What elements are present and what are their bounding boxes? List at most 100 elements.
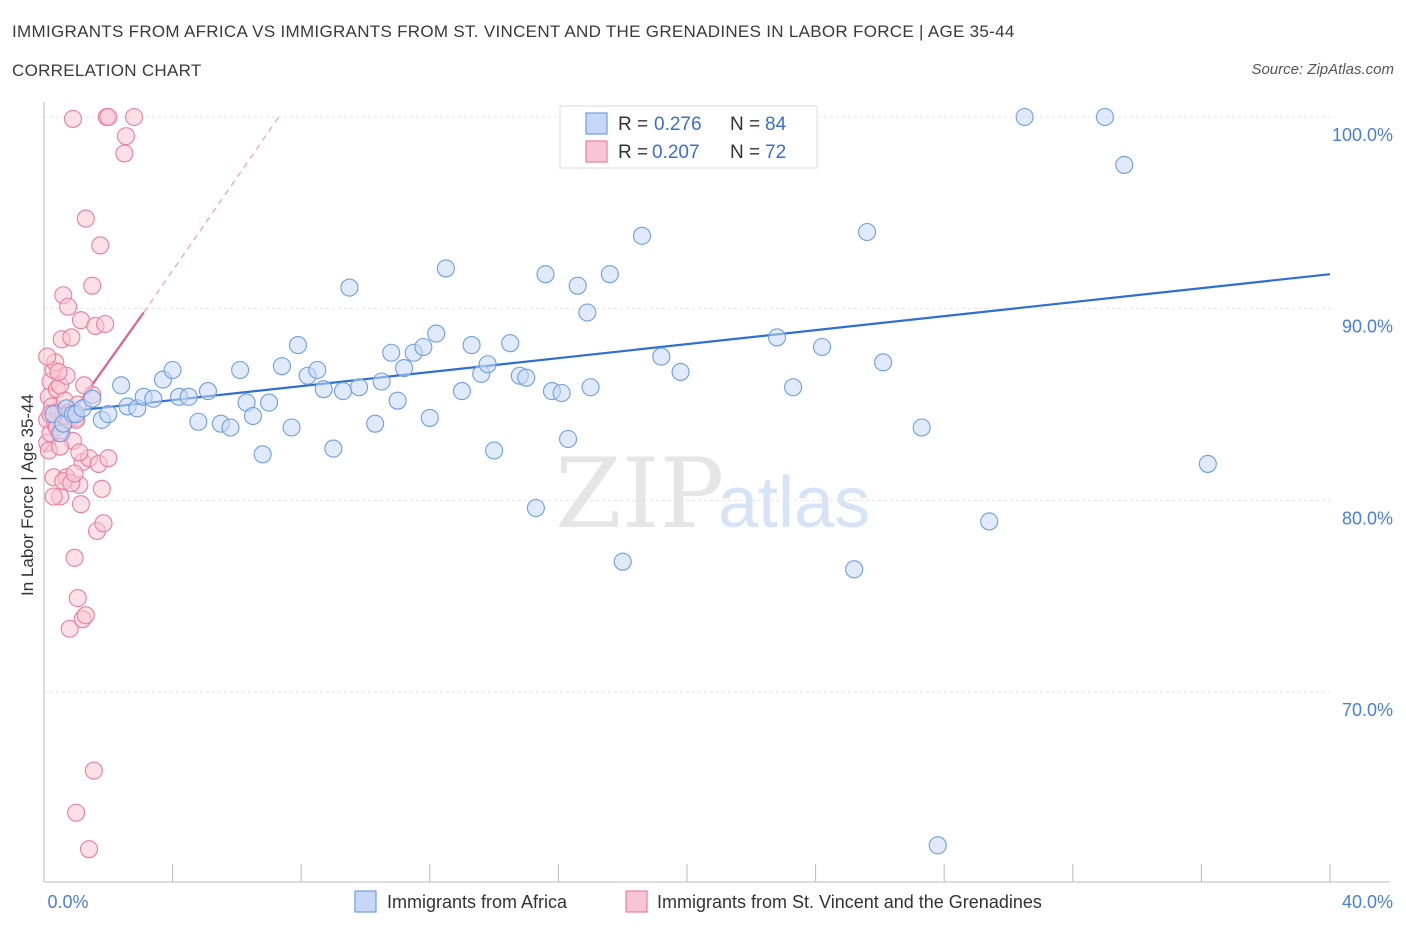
axes: [43, 102, 1390, 883]
point-africa-36: [340, 278, 359, 297]
point-africa-16: [163, 360, 182, 380]
source-label: Source: ZipAtlas.com: [1251, 61, 1394, 78]
point-africa-27: [259, 393, 279, 412]
point-africa-51: [478, 355, 497, 374]
stats-swatch-svg: [585, 140, 608, 163]
point-africa-33: [314, 380, 333, 399]
point-svg-53: [115, 144, 134, 163]
legend-swatch-africa: [354, 890, 377, 913]
stats-n-label-africa: N =: [730, 114, 760, 135]
point-africa-75: [812, 337, 832, 357]
point-svg-41: [83, 276, 102, 295]
point-africa-35: [333, 382, 353, 401]
point-africa-80: [928, 836, 947, 855]
point-svg-69: [70, 443, 89, 462]
trendline-africa: [43, 273, 1331, 416]
point-africa-77: [857, 222, 877, 242]
point-svg-25: [62, 328, 81, 347]
point-africa-53: [501, 334, 520, 353]
point-svg-49: [96, 314, 115, 334]
point-africa-7: [83, 389, 102, 408]
stats-n-value-svg: 72: [765, 142, 786, 163]
legend: Immigrants from Africa Immigrants from S…: [354, 890, 1042, 913]
tick-labels: 70.0% 80.0% 90.0% 100.0% 0.0% 40.0%: [47, 125, 1393, 912]
point-svg-51: [99, 107, 118, 127]
point-svg-70: [71, 495, 91, 514]
point-africa-34: [324, 439, 343, 458]
chart-title: IMMIGRANTS FROM AFRICA VS IMMIGRANTS FRO…: [12, 22, 1015, 41]
watermark-atlas: atlas: [718, 463, 870, 543]
stats-r-label-svg: R =: [618, 142, 648, 163]
point-africa-66: [632, 226, 652, 245]
stats-swatch-africa: [585, 112, 608, 135]
point-africa-23: [231, 360, 250, 380]
point-africa-56: [526, 498, 545, 518]
point-africa-78: [874, 353, 893, 372]
point-africa-47: [436, 259, 455, 278]
point-africa-22: [221, 418, 240, 437]
point-africa-64: [600, 265, 619, 284]
point-africa-73: [767, 328, 787, 347]
point-africa-18: [179, 387, 198, 406]
x-tick-label-0: 0.0%: [47, 892, 88, 912]
point-africa-81: [980, 512, 999, 531]
point-svg-47: [92, 479, 111, 498]
point-africa-26: [253, 445, 272, 464]
y-tick-label-3: 100.0%: [1332, 125, 1393, 145]
point-svg-24: [60, 619, 79, 638]
point-africa-85: [1198, 454, 1217, 473]
point-africa-60: [558, 429, 578, 449]
point-africa-83: [1095, 107, 1114, 127]
point-africa-30: [288, 336, 308, 355]
legend-label-svg: Immigrants from St. Vincent and the Gren…: [657, 892, 1042, 912]
y-tick-label-2: 90.0%: [1342, 317, 1393, 337]
point-africa-45: [420, 408, 439, 427]
point-africa-49: [462, 336, 481, 355]
point-africa-59: [552, 383, 571, 403]
grid: [44, 116, 1330, 693]
stats-r-value-svg: 0.207: [652, 142, 700, 163]
point-svg-60: [49, 362, 68, 381]
point-africa-19: [189, 412, 208, 431]
point-africa-84: [1115, 155, 1134, 174]
point-svg-42: [84, 761, 103, 780]
point-africa-79: [912, 418, 931, 437]
point-svg-39: [79, 840, 99, 859]
series-st-vincent-points: [38, 107, 144, 859]
point-africa-42: [395, 359, 414, 378]
stats-n-value-africa: 84: [765, 114, 787, 135]
point-africa-55: [517, 368, 536, 387]
point-africa-20: [198, 382, 218, 401]
point-svg-31: [68, 589, 87, 608]
point-svg-66: [65, 464, 84, 483]
point-africa-25: [243, 406, 263, 426]
point-svg-56: [38, 347, 57, 366]
point-svg-22: [59, 297, 78, 316]
trendline-svg-extension: [143, 116, 280, 313]
point-svg-36: [76, 209, 95, 228]
point-africa-57: [536, 265, 555, 284]
point-africa-65: [613, 552, 632, 571]
point-africa-67: [652, 347, 671, 366]
point-africa-61: [568, 276, 587, 295]
stats-r-value-africa: 0.276: [654, 114, 702, 135]
point-svg-46: [91, 236, 110, 255]
point-africa-48: [452, 382, 472, 401]
point-svg-48: [94, 514, 113, 533]
point-svg-28: [65, 548, 84, 567]
watermark: ZIP atlas: [555, 438, 870, 550]
y-tick-label-1: 80.0%: [1342, 508, 1393, 528]
point-africa-38: [366, 414, 385, 433]
point-africa-9: [99, 405, 118, 424]
point-africa-28: [272, 357, 291, 376]
point-africa-76: [845, 560, 864, 579]
point-svg-54: [116, 127, 136, 146]
point-africa-68: [671, 362, 690, 381]
point-africa-40: [382, 343, 401, 362]
stats-n-label-svg: N =: [730, 142, 760, 163]
stats-r-label-africa: R =: [618, 114, 648, 135]
point-africa-14: [144, 389, 163, 408]
watermark-zip: ZIP: [555, 438, 724, 550]
point-africa-46: [427, 324, 446, 343]
